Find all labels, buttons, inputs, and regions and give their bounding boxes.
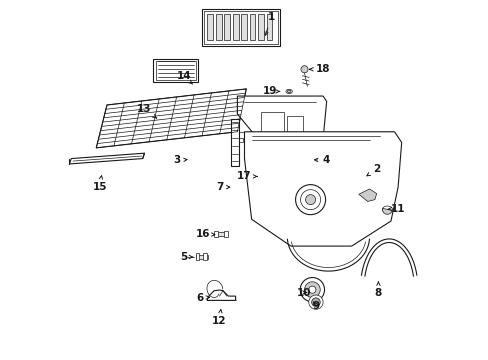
Text: 16: 16 [196,229,214,239]
Bar [216,232,226,236]
Text: 1: 1 [264,13,274,35]
Bar [287,116,303,134]
Ellipse shape [285,89,292,94]
Bar [195,253,199,260]
Polygon shape [237,96,326,144]
Bar [266,14,272,40]
Text: 12: 12 [212,310,226,326]
Ellipse shape [287,90,290,93]
Wedge shape [382,208,391,214]
Bar [231,132,245,139]
Bar [224,231,227,237]
Text: 11: 11 [387,203,405,213]
Bar [203,253,206,260]
Polygon shape [69,153,144,164]
Circle shape [300,278,324,302]
Text: 17: 17 [237,171,257,181]
Bar [215,14,221,40]
Circle shape [300,66,307,73]
Polygon shape [96,89,246,148]
Text: 9: 9 [312,301,319,311]
Text: 4: 4 [314,156,330,165]
Bar [207,14,213,40]
Polygon shape [206,290,235,300]
Ellipse shape [382,206,391,212]
Bar [155,61,196,80]
Text: 5: 5 [180,252,193,262]
Text: 3: 3 [173,156,187,165]
Circle shape [308,286,315,293]
Circle shape [300,190,320,210]
Text: 18: 18 [309,64,330,74]
Circle shape [311,298,320,306]
Circle shape [295,185,325,215]
Polygon shape [244,132,401,246]
Bar [224,14,229,40]
Bar [260,112,283,134]
Bar [214,231,217,237]
Circle shape [308,295,323,309]
Bar [153,59,198,82]
Bar [203,11,277,44]
Bar [230,119,238,166]
Circle shape [304,282,320,297]
Bar [196,255,207,259]
Text: 7: 7 [215,182,229,192]
Text: 19: 19 [262,86,279,96]
Text: 10: 10 [296,288,310,297]
Text: 2: 2 [366,164,380,176]
Bar [234,138,242,142]
Bar [201,9,280,46]
Bar [249,14,255,40]
Bar [241,14,246,40]
Polygon shape [358,189,376,202]
Text: 13: 13 [137,104,156,118]
Text: 6: 6 [196,293,209,303]
Text: 15: 15 [92,176,107,192]
Bar [258,14,264,40]
Bar [232,14,238,40]
Text: 8: 8 [374,282,381,297]
Circle shape [305,195,315,204]
Text: 14: 14 [176,71,192,84]
